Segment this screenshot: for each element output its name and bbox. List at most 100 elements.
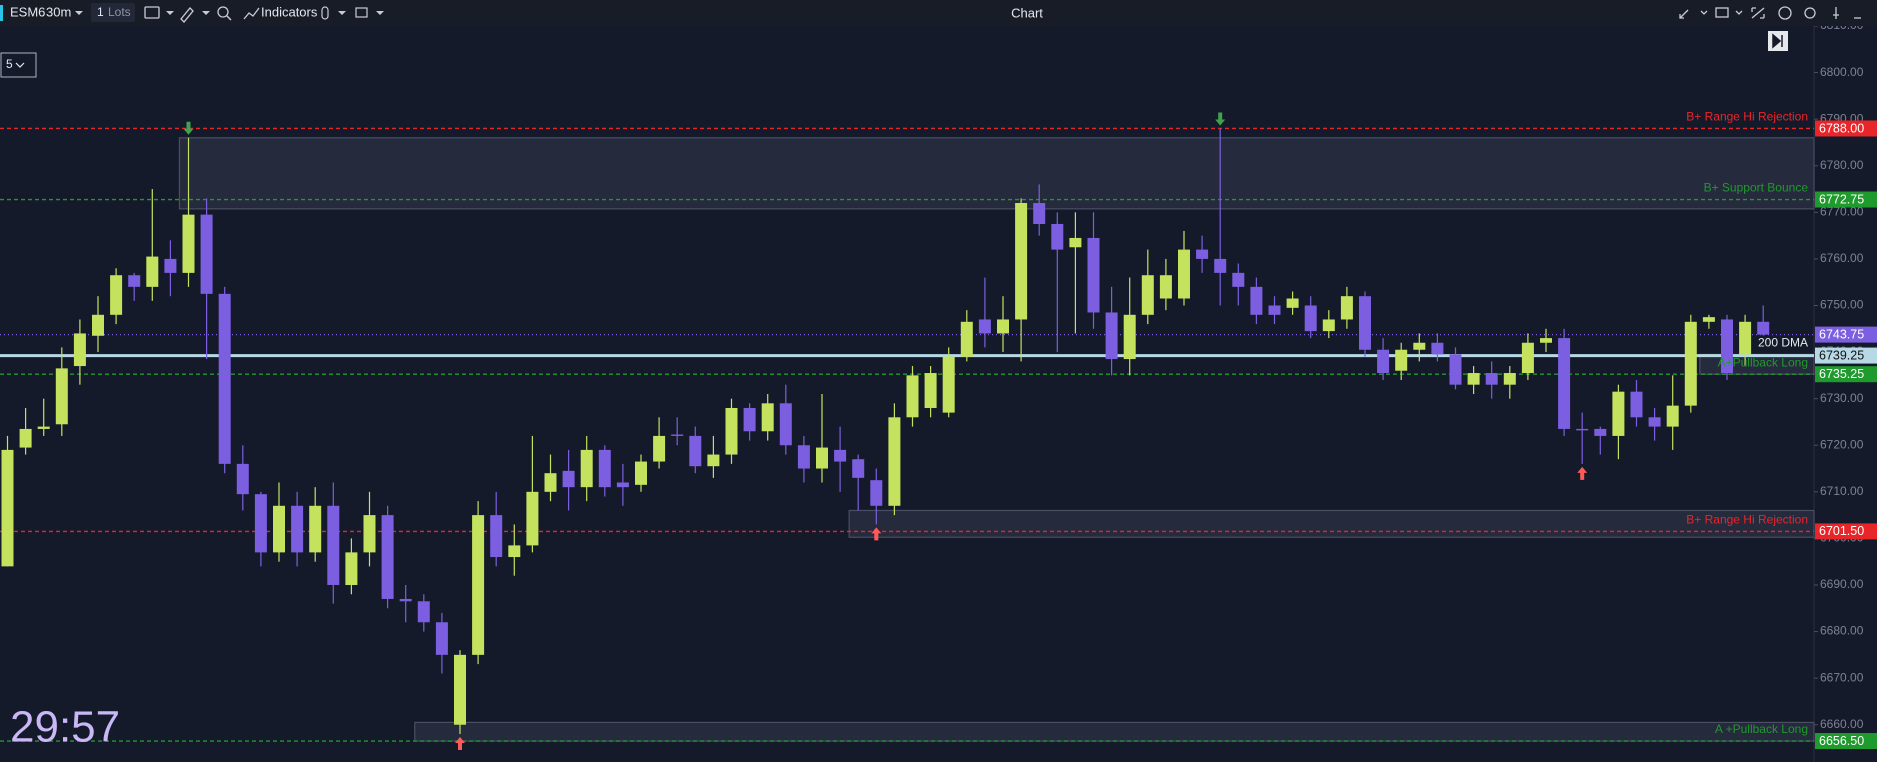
candle-body (1503, 373, 1516, 385)
collapse-icon[interactable] (1679, 9, 1689, 19)
candle-body (218, 293, 231, 464)
caret[interactable] (1700, 10, 1708, 15)
candle-body (1304, 305, 1317, 332)
caret[interactable] (166, 11, 174, 15)
candle-body (472, 515, 485, 655)
y-tick-label: 6730.00 (1820, 391, 1864, 405)
window-title: Chart (1011, 5, 1043, 20)
layout-icon[interactable] (355, 7, 368, 18)
bar-timer: 29:57 (10, 703, 120, 752)
level-name: B+ Range Hi Rejection (1686, 513, 1808, 527)
expand-icon[interactable] (1751, 7, 1765, 19)
candle-body (1540, 338, 1552, 343)
lots-box[interactable] (91, 3, 135, 22)
interval[interactable]: 30m (46, 4, 71, 19)
y-tick-label: 6750.00 (1820, 298, 1864, 312)
zoom-icon[interactable] (217, 6, 229, 18)
zone (414, 721, 1815, 742)
candle-body (37, 426, 50, 429)
caret[interactable] (202, 11, 210, 15)
signal-arrow (1577, 466, 1588, 480)
candle-body (635, 461, 647, 485)
candle-body (92, 314, 104, 336)
candle-body (1684, 321, 1697, 406)
chat-icon[interactable] (144, 6, 160, 19)
candle-body (200, 214, 213, 294)
candle-body (110, 275, 123, 315)
caret[interactable] (1735, 10, 1743, 15)
indicators-button[interactable]: Indicators (261, 4, 318, 19)
y-tick-label: 6760.00 (1820, 251, 1864, 265)
candle-body (997, 319, 1009, 334)
candle-body (1739, 321, 1752, 355)
y-tick-label: 6680.00 (1820, 624, 1864, 638)
candle-body (291, 505, 304, 553)
candle-body (616, 482, 629, 488)
candle-body (1395, 349, 1408, 371)
candle-body (435, 622, 448, 655)
candle-body (779, 403, 792, 446)
candle-body (1051, 223, 1064, 250)
level-name: 200 DMA (1758, 336, 1808, 350)
candle-body (1196, 249, 1209, 259)
symbol[interactable]: ESM6 (10, 4, 45, 19)
candle-body (1757, 321, 1770, 335)
candle-body (254, 494, 267, 553)
candle-body (1485, 373, 1498, 385)
bars-back-caret (15, 62, 25, 68)
draw-icon[interactable] (180, 7, 194, 23)
price-tag-label: 6735.25 (1819, 367, 1864, 381)
level-name: A +Pullback Long (1715, 722, 1808, 736)
candle-body (1178, 249, 1190, 299)
price-tag-label: 6772.75 (1819, 192, 1864, 206)
candle-body (1648, 417, 1661, 427)
signal-arrow (1215, 112, 1226, 126)
caret[interactable] (376, 11, 384, 15)
level-name: B+ Range Hi Rejection (1686, 110, 1808, 124)
settings-icon[interactable] (1804, 7, 1816, 19)
caret[interactable] (338, 11, 346, 15)
candle-body (1033, 203, 1046, 224)
candle-body (1630, 391, 1643, 418)
template-icon[interactable] (321, 6, 329, 20)
candle-body (761, 403, 774, 432)
lots-count: 1 (97, 5, 104, 19)
candle-body (1702, 317, 1715, 322)
level-name: B+ Support Bounce (1704, 181, 1809, 195)
candle-body (834, 449, 847, 462)
candle-body (381, 515, 394, 599)
y-tick-label: 6690.00 (1820, 577, 1864, 591)
y-tick-label: 6710.00 (1820, 484, 1864, 498)
candle-body (725, 407, 738, 455)
pin-icon[interactable] (1833, 7, 1839, 19)
y-tick-label: 6800.00 (1820, 65, 1864, 79)
candle-body (1015, 203, 1028, 320)
y-tick-label: 6770.00 (1820, 205, 1864, 219)
candle-body (1322, 319, 1335, 332)
y-tick-label: 6660.00 (1820, 717, 1864, 731)
candle-body (562, 470, 575, 488)
signal-arrow (455, 737, 465, 751)
price-tag (1815, 326, 1877, 343)
candle-body (671, 434, 684, 436)
candle-body (490, 515, 503, 558)
price-tag-label: 6788.00 (1819, 121, 1864, 135)
camera-icon[interactable] (1715, 7, 1729, 18)
interval-caret[interactable] (75, 11, 83, 15)
candle-body (128, 275, 141, 287)
price-tag-label: 6743.75 (1819, 327, 1864, 341)
candle-body (273, 505, 285, 553)
candle-body (1721, 319, 1733, 374)
candle-body (73, 333, 86, 367)
candle-body (1449, 354, 1462, 385)
price-tag-label: 6701.50 (1819, 524, 1864, 538)
candle-body (1340, 296, 1353, 320)
candle-body (870, 480, 883, 506)
help-icon[interactable] (1778, 6, 1792, 20)
indicators-icon[interactable] (243, 7, 260, 20)
candle-body (363, 515, 376, 553)
candle-body (653, 435, 666, 462)
